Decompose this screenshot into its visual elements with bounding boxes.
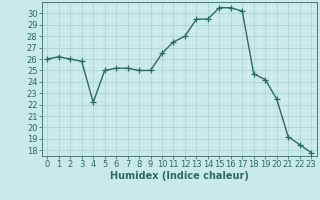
X-axis label: Humidex (Indice chaleur): Humidex (Indice chaleur) bbox=[110, 171, 249, 181]
